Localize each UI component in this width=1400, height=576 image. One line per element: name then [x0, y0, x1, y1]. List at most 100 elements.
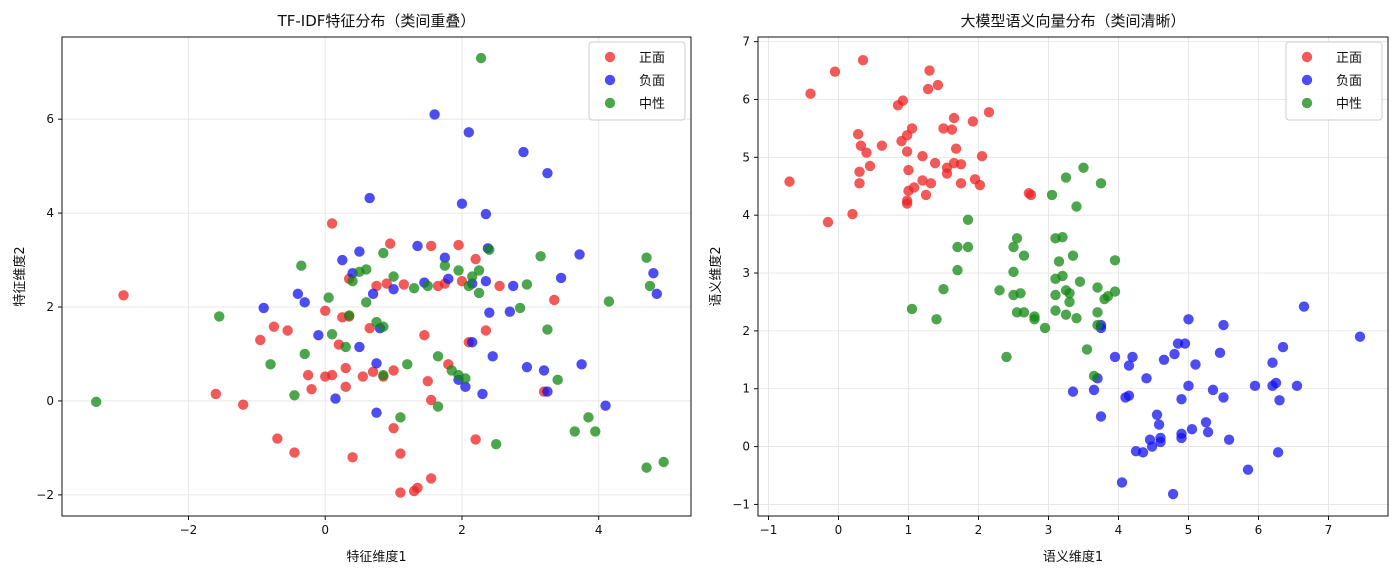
left-positive-point: [210, 388, 222, 400]
right-negative-point: [1267, 357, 1278, 368]
left-neutral-point: [603, 296, 615, 307]
right-negative-point: [1274, 395, 1285, 406]
left-legend-box: [588, 41, 686, 121]
right-legend-marker-neutral: [1301, 97, 1313, 109]
right-positive-point: [784, 176, 795, 187]
right-neutral-point: [938, 284, 949, 295]
left-negative-point: [487, 351, 498, 362]
left-neutral-point: [402, 359, 413, 370]
right-neutral-point: [1078, 162, 1089, 173]
right-negative-point: [1190, 359, 1201, 370]
left-positive-point: [425, 240, 437, 252]
left-neutral-point: [641, 462, 652, 473]
right-neutral-point: [1060, 172, 1072, 183]
right-neutral-point: [1088, 370, 1100, 382]
right-negative-point: [1354, 331, 1366, 342]
left-neutral-point: [514, 302, 526, 314]
right-positive-point: [941, 168, 953, 179]
right-negative-point: [1146, 441, 1158, 452]
right-neutral-point: [1064, 288, 1075, 299]
left-negative-point: [542, 386, 553, 397]
right-positive-point: [876, 140, 888, 151]
left-positive-point: [272, 433, 283, 444]
right-positive-point: [917, 175, 928, 186]
right-chart-title: 大模型语义向量分布（类间清晰）: [960, 12, 1185, 30]
left-neutral-point: [453, 265, 464, 276]
left-neutral-point: [432, 401, 444, 412]
left-positive-point: [425, 394, 437, 406]
left-negative-point: [518, 146, 529, 158]
right-neutral-point: [1050, 305, 1061, 316]
left-negative-point: [412, 240, 423, 252]
left-legend-label-negative: 负面: [639, 74, 665, 89]
left-legend-marker-positive: [604, 51, 616, 63]
left-positive-point: [282, 325, 293, 336]
left-negative-point: [388, 283, 399, 295]
right-series-positive: [784, 54, 1037, 228]
right-negative-point: [1109, 351, 1121, 363]
left-positive-point: [255, 334, 266, 346]
left-negative-point: [538, 365, 550, 376]
right-legend-marker-positive: [1301, 51, 1313, 63]
left-neutral-point: [658, 456, 669, 468]
right-neutral-point: [1039, 322, 1051, 334]
left-x-tick-label: 0: [321, 523, 329, 537]
left-negative-point: [371, 358, 382, 369]
right-positive-point: [955, 159, 967, 170]
left-negative-point: [460, 381, 471, 393]
right-neutral-point: [906, 303, 918, 315]
left-negative-point: [555, 272, 567, 284]
left-neutral-point: [644, 280, 656, 292]
left-neutral-point: [265, 359, 276, 370]
right-positive-point: [822, 216, 834, 228]
left-legend-label-neutral: 中性: [639, 97, 665, 112]
right-positive-point: [892, 100, 904, 111]
left-negative-point: [576, 359, 587, 370]
left-positive-point: [425, 473, 437, 484]
right-x-tick-label: 1: [905, 523, 913, 537]
right-positive-point: [924, 65, 935, 76]
right-positive-point: [854, 166, 865, 177]
right-negative-point: [1291, 380, 1303, 392]
left-neutral-point: [90, 396, 102, 408]
right-neutral-point: [1064, 296, 1075, 308]
left-negative-point: [484, 307, 495, 318]
right-negative-point: [1176, 393, 1187, 405]
left-positive-point: [340, 381, 351, 393]
right-positive-point: [1025, 189, 1037, 201]
left-negative-point: [367, 288, 379, 300]
left-neutral-point: [467, 271, 478, 282]
left-legend-marker-neutral: [604, 97, 616, 109]
right-neutral-point: [1008, 289, 1019, 301]
left-positive-point: [453, 239, 464, 251]
left-positive-point: [422, 376, 433, 387]
right-x-tick-label: 4: [1115, 523, 1123, 537]
right-neutral-point: [1001, 351, 1012, 363]
right-positive-point: [855, 140, 867, 151]
left-x-tick-label: 2: [458, 523, 466, 537]
right-positive-point: [864, 160, 876, 172]
right-positive-point: [829, 66, 841, 77]
left-positive-point: [326, 218, 338, 229]
right-series-neutral: [906, 162, 1121, 382]
right-positive-point: [948, 112, 960, 124]
right-negative-point: [1242, 464, 1254, 475]
left-series-neutral: [90, 52, 669, 473]
left-positive-point: [381, 278, 392, 289]
right-neutral-point: [1011, 233, 1023, 244]
left-negative-point: [651, 288, 663, 300]
left-negative-point: [330, 393, 341, 404]
right-positive-point: [857, 54, 869, 66]
right-neutral-point: [931, 314, 942, 325]
right-negative-point: [1153, 419, 1165, 430]
left-positive-point: [384, 238, 396, 249]
left-grid: [62, 37, 691, 516]
left-positive-point: [340, 362, 351, 374]
left-neutral-point: [542, 324, 553, 335]
left-positive-point: [237, 399, 249, 410]
left-negative-point: [364, 192, 375, 204]
right-positive-point: [983, 107, 995, 118]
right-positive-point: [805, 88, 816, 99]
left-negative-point: [504, 306, 516, 317]
right-negative-point: [1095, 411, 1107, 422]
